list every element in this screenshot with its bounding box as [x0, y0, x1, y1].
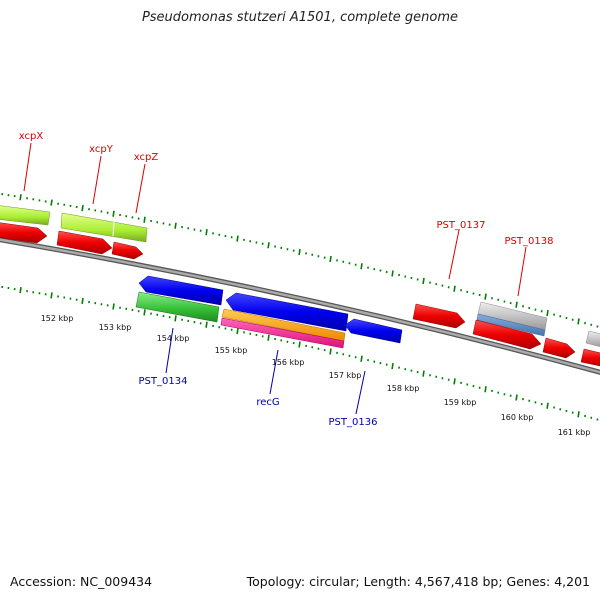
gene-label-PST_0137[interactable]: PST_0137	[437, 220, 486, 231]
outer-tick-row	[1, 192, 599, 328]
feature-divider	[112, 221, 115, 237]
feature-red-2[interactable]	[56, 230, 113, 255]
gene-label-PST_0134[interactable]: PST_0134	[139, 376, 188, 387]
outer-major-tick	[422, 277, 425, 285]
scale-label-159: 159 kbp	[444, 398, 477, 407]
feature-blue-1[interactable]	[138, 275, 224, 306]
outer-major-tick	[577, 318, 580, 325]
scale-label-153: 153 kbp	[99, 323, 132, 332]
inner-major-tick	[546, 402, 549, 409]
inner-major-tick	[174, 315, 177, 322]
outer-major-tick	[360, 263, 363, 270]
gene-label-PST_0138[interactable]: PST_0138	[505, 236, 554, 247]
outer-major-tick	[81, 204, 84, 212]
outer-major-tick	[329, 255, 332, 263]
feature-steel-1[interactable]	[476, 313, 546, 337]
feature-blue-3[interactable]	[344, 318, 403, 344]
pointer-recG	[269, 349, 279, 395]
inner-major-tick	[577, 411, 580, 418]
pointer-PST_0134	[165, 327, 174, 374]
scale-label-160: 160 kbp	[501, 413, 534, 422]
inner-major-tick	[422, 370, 425, 377]
scale-labels: 152 kbp 153 kbp 154 kbp 155 kbp 156 kbp …	[41, 314, 591, 437]
feature-green-1[interactable]	[135, 291, 220, 323]
forward-gene-labels: xcpX xcpY xcpZ PST_0137 PST_0138	[19, 131, 554, 297]
reverse-strand-features	[135, 275, 403, 349]
feature-pink-1[interactable]	[220, 317, 345, 349]
feature-red-4[interactable]	[542, 337, 576, 359]
gene-label-PST_0136[interactable]: PST_0136	[329, 417, 378, 428]
feature-red-3[interactable]	[111, 241, 144, 260]
inner-major-tick	[515, 394, 518, 401]
feature-gray-2[interactable]	[585, 330, 600, 348]
gene-label-recG[interactable]: recG	[256, 397, 279, 408]
outer-major-tick	[391, 270, 394, 277]
reverse-gene-labels: PST_0134 recG PST_0136	[139, 327, 378, 428]
outer-major-tick	[112, 210, 115, 217]
outer-major-tick	[236, 235, 239, 242]
scale-label-158: 158 kbp	[387, 384, 420, 393]
inner-major-tick	[19, 286, 22, 294]
scale-label-156: 156 kbp	[272, 358, 305, 367]
outer-major-tick	[143, 216, 146, 223]
feature-red-pst0138[interactable]	[472, 319, 542, 350]
gene-label-xcpY[interactable]: xcpY	[89, 144, 114, 155]
inner-major-tick	[112, 303, 115, 310]
pointer-xcpZ	[135, 163, 146, 214]
genome-backbone-highlight	[0, 238, 600, 374]
genome-summary: Topology: circular; Length: 4,567,418 bp…	[246, 574, 590, 589]
inner-major-tick	[267, 334, 270, 341]
feature-red-5[interactable]	[580, 348, 600, 367]
map-title: Pseudomonas stutzeri A1501, complete gen…	[141, 10, 459, 25]
scale-label-161: 161 kbp	[558, 428, 591, 437]
feature-red-1[interactable]	[0, 222, 48, 244]
gene-label-xcpZ[interactable]: xcpZ	[134, 152, 159, 163]
feature-lime-2[interactable]	[60, 212, 148, 243]
inner-major-tick	[329, 348, 332, 355]
scale-label-152: 152 kbp	[41, 314, 74, 323]
pointer-PST_0137	[448, 229, 460, 280]
pointer-xcpY	[92, 155, 102, 205]
scale-label-155: 155 kbp	[215, 346, 248, 355]
scale-label-157: 157 kbp	[329, 371, 362, 380]
gene-label-xcpX[interactable]: xcpX	[19, 131, 44, 142]
inner-major-tick	[236, 327, 239, 335]
inner-tick-row	[1, 285, 599, 421]
outer-major-tick	[546, 309, 549, 317]
outer-major-tick	[205, 228, 208, 236]
outer-major-tick	[484, 293, 487, 300]
inner-major-tick	[453, 378, 456, 385]
inner-major-tick	[484, 386, 487, 393]
outer-major-tick	[267, 242, 270, 249]
inner-major-tick	[205, 321, 208, 328]
inner-major-tick	[298, 341, 301, 348]
feature-red-pst0137[interactable]	[412, 303, 466, 329]
outer-major-tick	[453, 285, 456, 292]
scale-label-154: 154 kbp	[157, 334, 190, 343]
forward-strand-features	[0, 205, 600, 367]
feature-lime-1[interactable]	[0, 205, 51, 226]
pointer-PST_0136	[355, 370, 366, 415]
outer-major-tick	[50, 199, 53, 206]
outer-major-tick	[174, 222, 177, 229]
accession-label: Accession: NC_009434	[10, 574, 153, 589]
outer-major-tick	[515, 301, 518, 308]
inner-major-tick	[143, 309, 146, 316]
feature-blue-2[interactable]	[225, 292, 349, 332]
inner-major-tick	[360, 355, 363, 362]
pointer-PST_0138	[517, 246, 527, 297]
outer-major-tick	[298, 248, 301, 256]
pointer-xcpX	[23, 142, 32, 192]
inner-major-tick	[50, 292, 53, 299]
inner-major-tick	[391, 362, 394, 370]
inner-major-tick	[81, 297, 84, 305]
outer-major-tick	[19, 194, 22, 201]
